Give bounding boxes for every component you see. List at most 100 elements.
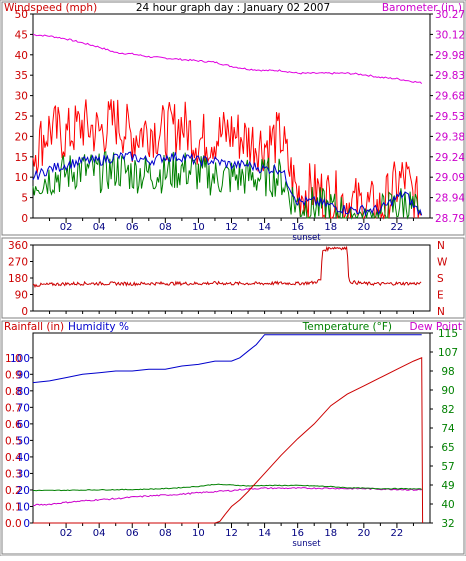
rain-tick-label: 0.5 [5, 435, 22, 447]
wind-left-tick-label: 40 [15, 50, 28, 62]
humidity-tick-label: 30 [17, 468, 30, 480]
compass-label: S [437, 273, 444, 285]
barometer-tick-label: 29.83 [435, 70, 465, 82]
rain-tick-label: 0.6 [5, 419, 22, 431]
rainfall-line [33, 357, 424, 524]
barometer-tick-label: 29.09 [435, 172, 465, 184]
compass-label: W [437, 257, 448, 269]
wind-x-tick-label: 06 [126, 222, 139, 233]
barometer-tick-label: 28.94 [435, 193, 465, 205]
climate-x-tick-label: 08 [159, 528, 172, 539]
wind-x-tick-label: 16 [291, 222, 304, 233]
barometer-tick-label: 30.27 [435, 9, 465, 21]
rain-tick-label: 0.9 [5, 369, 22, 381]
windspeed-axis-label: Windspeed (mph) [4, 2, 97, 14]
wind-left-tick-label: 30 [15, 91, 28, 103]
rainfall-axis-label: Rainfall (in) [4, 321, 64, 333]
climate-x-tick-label: 04 [93, 528, 106, 539]
humidity-tick-label: 10 [17, 501, 30, 513]
rain-tick-label: 0.1 [5, 501, 22, 513]
wind-x-tick-label: 22 [391, 222, 404, 233]
temp-tick-label: 57 [441, 461, 454, 473]
wind-left-tick-label: 25 [15, 111, 28, 123]
wind-x-tick-label: 08 [159, 222, 172, 233]
barometer-tick-label: 29.24 [435, 152, 465, 164]
dewpoint-axis-label: Dew Point [409, 321, 462, 333]
wind-left-tick-label: 45 [15, 29, 28, 41]
wind-x-tick-label: 14 [258, 222, 271, 233]
barometer-tick-label: 29.68 [435, 91, 465, 103]
humidity-tick-label: 0 [23, 518, 30, 530]
direction-tick-label: 0 [21, 306, 28, 318]
sunset-label: sunset [292, 539, 321, 549]
chart-title: 24 hour graph day : January 02 2007 [136, 2, 330, 14]
wind-left-tick-label: 10 [15, 172, 28, 184]
humidity-tick-label: 80 [17, 386, 30, 398]
rain-tick-label: 1.0 [5, 353, 22, 365]
temp-tick-label: 32 [441, 518, 454, 530]
temp-tick-label: 82 [441, 404, 454, 416]
humidity-tick-label: 60 [17, 419, 30, 431]
climate-x-tick-label: 02 [60, 528, 73, 539]
humidity-tick-label: 20 [17, 485, 30, 497]
temp-tick-label: 90 [441, 385, 454, 397]
humidity-tick-label: 90 [17, 369, 30, 381]
rain-tick-label: 0.3 [5, 468, 22, 480]
wind-left-tick-label: 5 [21, 193, 28, 205]
temperature-axis-label: Temperature (°F) [302, 321, 392, 333]
wind-x-tick-label: 18 [324, 222, 337, 233]
rain-tick-label: 0.0 [5, 518, 22, 530]
climate-x-tick-label: 18 [324, 528, 337, 539]
barometer-line [33, 34, 423, 84]
climate-x-tick-label: 10 [192, 528, 205, 539]
temp-tick-label: 65 [441, 442, 454, 454]
direction-line [32, 245, 422, 289]
climate-x-tick-label: 06 [126, 528, 139, 539]
humidity-axis-label: Humidity % [68, 321, 129, 333]
avg-speed-line [32, 151, 423, 217]
barometer-tick-label: 29.98 [435, 50, 465, 62]
wind-left-tick-label: 0 [21, 213, 28, 225]
sunset-label: sunset [292, 233, 321, 243]
direction-tick-label: 360 [8, 240, 28, 252]
humidity-tick-label: 70 [17, 402, 30, 414]
wind-x-tick-label: 04 [93, 222, 106, 233]
rain-tick-label: 0.7 [5, 402, 22, 414]
direction-tick-label: 270 [8, 257, 28, 269]
wind-x-tick-label: 10 [192, 222, 205, 233]
wind-x-tick-label: 12 [225, 222, 238, 233]
humidity-tick-label: 50 [17, 435, 30, 447]
barometer-tick-label: 28.79 [435, 213, 465, 225]
direction-tick-label: 180 [8, 273, 28, 285]
barometer-tick-label: 30.12 [435, 29, 465, 41]
climate-x-tick-label: 20 [357, 528, 370, 539]
wind-left-tick-label: 20 [15, 131, 28, 143]
temp-tick-label: 74 [441, 423, 455, 435]
barometer-tick-label: 29.53 [435, 111, 465, 123]
climate-panel [1, 320, 465, 555]
wind-x-tick-label: 20 [357, 222, 370, 233]
climate-x-tick-label: 12 [225, 528, 238, 539]
wind-left-tick-label: 35 [15, 70, 28, 82]
temp-tick-label: 98 [441, 366, 454, 378]
dewpoint-line [32, 487, 422, 507]
temp-tick-label: 49 [441, 480, 454, 492]
temp-tick-label: 107 [438, 347, 458, 359]
climate-x-tick-label: 16 [291, 528, 304, 539]
rain-tick-label: 0.8 [5, 386, 22, 398]
gust-line [32, 99, 422, 220]
barometer-tick-label: 29.38 [435, 131, 465, 143]
humidity-tick-label: 40 [17, 452, 30, 464]
temp-tick-label: 115 [438, 328, 458, 340]
compass-label: N [437, 306, 445, 318]
barometer-axis-label: Barometer (in.) [382, 2, 462, 14]
humidity-line [32, 334, 422, 384]
wind-left-tick-label: 15 [15, 152, 28, 164]
rain-tick-label: 0.4 [5, 452, 22, 464]
wind-panel [1, 1, 465, 236]
compass-label: E [437, 290, 444, 302]
direction-tick-label: 90 [15, 290, 28, 302]
wind-x-tick-label: 02 [60, 222, 73, 233]
